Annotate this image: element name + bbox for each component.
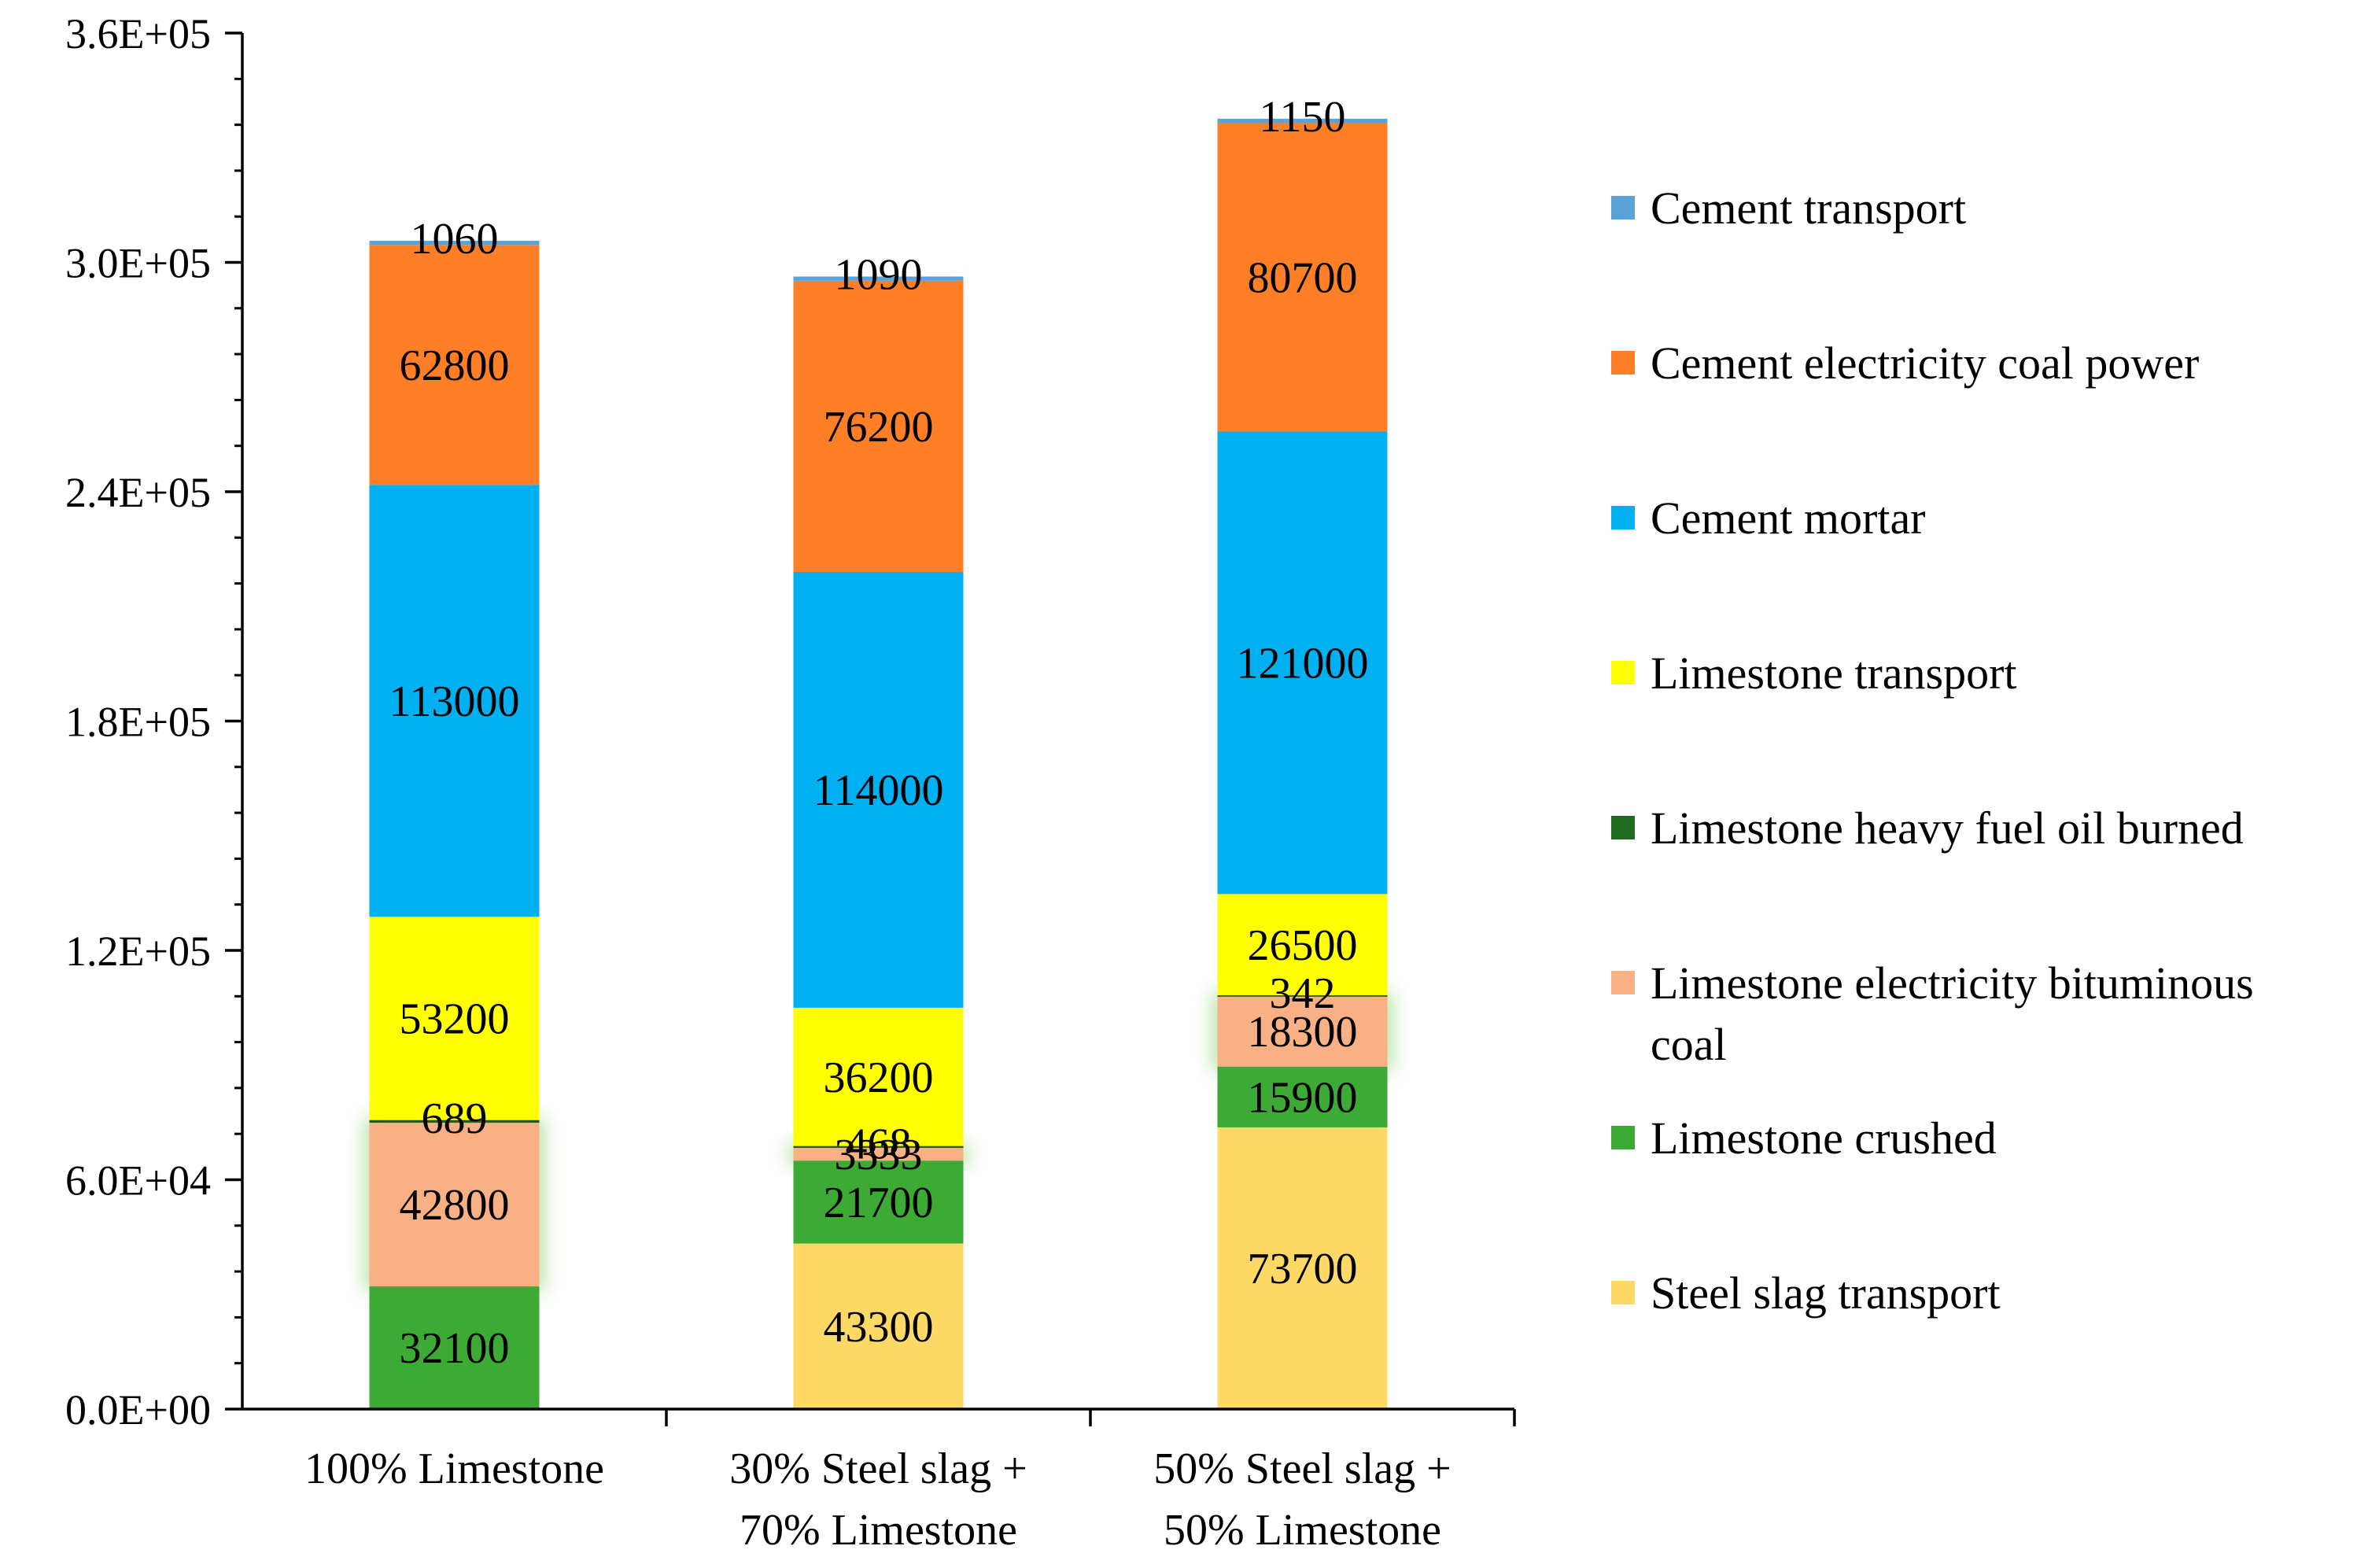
- axes-layer: 100% Limestone 30% Steel slag + 70% Limest…: [65, 10, 1516, 1555]
- bar-segment-cement-transport-0: [369, 241, 540, 245]
- bars-layer: [369, 118, 1388, 1409]
- y-tick-label-3: 1.8E+05: [65, 699, 211, 746]
- data-label-limestone-crushed-2: 15900: [1248, 1073, 1358, 1122]
- legend-label: Cement transport: [1651, 183, 1966, 234]
- bar-segment-limestone-crushed-0: [369, 1286, 540, 1409]
- legend-label: Cement mortar: [1651, 493, 1926, 544]
- y-tick-label-1: 6.0E+04: [65, 1157, 211, 1205]
- legend: Cement transport Cement electricity coal …: [1611, 183, 2254, 1319]
- data-label-limestone-electricity-bituminous-coal-0: 42800: [400, 1181, 510, 1230]
- legend-item-2: Cement mortar: [1611, 493, 1926, 544]
- legend-item-6: Limestone crushed: [1611, 1112, 1997, 1164]
- data-label-steel-slag-transport-2: 73700: [1248, 1245, 1358, 1293]
- bar-segment-steel-slag-transport-1: [793, 1243, 964, 1409]
- x-tick-label-1: 30% Steel slag +: [729, 1444, 1027, 1493]
- legend-swatch: [1611, 1126, 1635, 1149]
- data-label-limestone-electricity-bituminous-coal-1: 3333: [835, 1131, 923, 1179]
- bar-segment-limestone-electricity-bituminous-coal-2: [1217, 996, 1388, 1067]
- data-label-cement-mortar-0: 113000: [389, 677, 520, 726]
- segment-labels-layer: 32100 42800 689 53200 113000 62800 1060 43300 21…: [389, 93, 1369, 1373]
- legend-item-3: Limestone transport: [1611, 647, 2017, 699]
- legend-label: Limestone transport: [1651, 647, 2017, 699]
- bar-segment-cement-mortar-2: [1217, 431, 1388, 895]
- data-label-cement-mortar-1: 114000: [813, 766, 944, 815]
- bar-segment-cement-electricity-coal-power-0: [369, 245, 540, 485]
- data-label-cement-electricity-coal-power-0: 62800: [400, 341, 510, 390]
- data-label-limestone-crushed-1: 21700: [824, 1179, 934, 1227]
- bar-segment-limestone-electricity-bituminous-coal-1: [793, 1148, 964, 1161]
- bar-segment-limestone-heavy-fuel-oil-burned-0: [369, 1120, 540, 1123]
- legend-item-1: Cement electricity coal power: [1611, 338, 2199, 389]
- y-tick-label-0: 0.0E+00: [65, 1386, 211, 1433]
- bar-segment-limestone-crushed-1: [793, 1160, 964, 1244]
- legend-swatch: [1611, 661, 1635, 684]
- bar-segment-limestone-transport-0: [369, 917, 540, 1120]
- legend-label: Limestone crushed: [1651, 1112, 1997, 1164]
- legend-swatch: [1611, 196, 1635, 220]
- data-label-limestone-heavy-fuel-oil-burned-1: 468: [846, 1120, 912, 1169]
- data-label-steel-slag-transport-1: 43300: [824, 1303, 934, 1352]
- x-tick-label-2: 50% Steel slag +: [1153, 1444, 1451, 1493]
- legend-label: Cement electricity coal power: [1651, 338, 2199, 389]
- legend-swatch: [1611, 971, 1635, 994]
- data-label-cement-electricity-coal-power-2: 80700: [1248, 253, 1358, 302]
- x-tick-label-0: 100% Limestone: [304, 1444, 604, 1493]
- y-tick-label-4: 2.4E+05: [65, 469, 211, 516]
- bar-segment-cement-transport-1: [793, 276, 964, 281]
- data-label-cement-transport-1: 1090: [835, 251, 923, 300]
- y-tick-label-2: 1.2E+05: [65, 928, 211, 975]
- bar-segment-cement-mortar-1: [793, 572, 964, 1008]
- legend-item-0: Cement transport: [1611, 183, 1966, 234]
- x-tick-label-2: 50% Limestone: [1164, 1506, 1441, 1555]
- bar-segment-cement-mortar-0: [369, 485, 540, 917]
- bar-segment-limestone-crushed-2: [1217, 1066, 1388, 1127]
- y-tick-label-6: 3.6E+05: [65, 10, 211, 57]
- data-label-cement-transport-0: 1060: [411, 215, 499, 264]
- legend-swatch: [1611, 506, 1635, 529]
- legend-label: Limestone heavy fuel oil burned: [1651, 802, 2244, 854]
- legend-swatch: [1611, 351, 1635, 374]
- data-label-limestone-electricity-bituminous-coal-2: 18300: [1248, 1008, 1358, 1057]
- x-tick-label-1: 70% Limestone: [740, 1506, 1017, 1555]
- data-label-limestone-heavy-fuel-oil-burned-0: 689: [422, 1094, 488, 1143]
- legend-swatch: [1611, 1281, 1635, 1304]
- data-label-cement-transport-2: 1150: [1260, 93, 1346, 142]
- data-label-cement-mortar-2: 121000: [1237, 639, 1369, 688]
- bar-segment-limestone-transport-1: [793, 1007, 964, 1146]
- legend-item-4: Limestone heavy fuel oil burned: [1611, 802, 2244, 854]
- data-label-limestone-transport-0: 53200: [400, 995, 510, 1044]
- legend-label: Limestone electricity bituminous: [1651, 957, 2254, 1009]
- data-label-limestone-transport-1: 36200: [824, 1053, 934, 1102]
- bar-segment-steel-slag-transport-2: [1217, 1127, 1388, 1409]
- data-label-limestone-transport-2: 26500: [1248, 921, 1358, 970]
- bar-segment-limestone-transport-2: [1217, 894, 1388, 996]
- data-label-cement-electricity-coal-power-1: 76200: [824, 403, 934, 452]
- legend-item-5: Limestone electricity bituminous coal: [1611, 957, 2254, 1070]
- bar-segment-limestone-electricity-bituminous-coal-0: [369, 1123, 540, 1287]
- legend-label: coal: [1651, 1019, 1727, 1070]
- data-label-limestone-crushed-0: 32100: [400, 1324, 510, 1373]
- data-label-limestone-heavy-fuel-oil-burned-2: 342: [1270, 969, 1336, 1018]
- legend-item-7: Steel slag transport: [1611, 1267, 2001, 1319]
- y-tick-label-5: 3.0E+05: [65, 240, 211, 287]
- bar-segment-cement-transport-2: [1217, 118, 1388, 124]
- bar-segment-cement-electricity-coal-power-2: [1217, 123, 1388, 432]
- legend-label: Steel slag transport: [1651, 1267, 2001, 1319]
- bar-segment-cement-electricity-coal-power-1: [793, 280, 964, 573]
- legend-swatch: [1611, 816, 1635, 839]
